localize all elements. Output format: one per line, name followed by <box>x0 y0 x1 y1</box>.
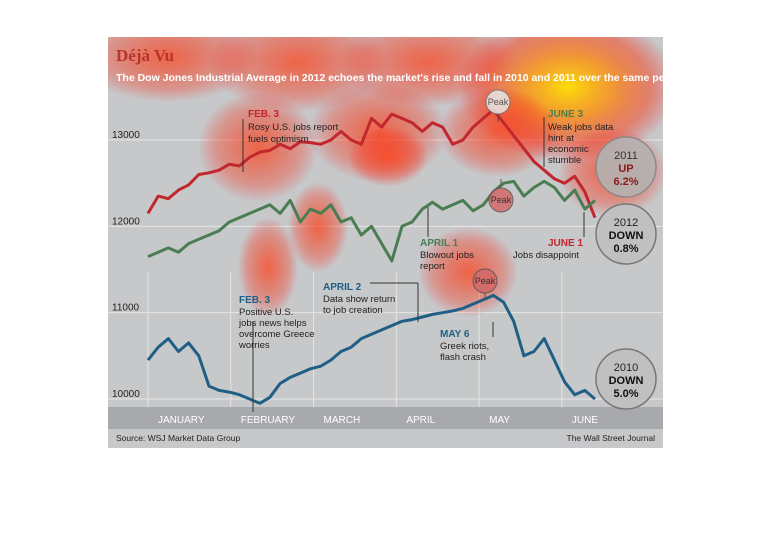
annotation-text: Data show return <box>323 294 395 305</box>
annotation-text: Positive U.S. <box>239 307 293 318</box>
annotation-date: APRIL 2 <box>323 282 362 293</box>
peak-marker-2011: Peak <box>488 179 514 213</box>
y-tick-label: 11000 <box>112 303 140 314</box>
annotation-june1-2012: JUNE 1 Jobs disappoint <box>513 212 585 261</box>
badge-percent: 6.2% <box>613 176 638 188</box>
badge-percent: 0.8% <box>613 243 638 255</box>
annotation-text: hint at <box>548 133 574 144</box>
annotation-feb3-2010: FEB. 3 Positive U.S. jobs news helps ove… <box>238 295 315 412</box>
badge-direction: UP <box>618 163 633 175</box>
badge-2012: 2012 DOWN 0.8% <box>595 203 657 265</box>
annotation-text: stumble <box>548 155 581 166</box>
y-tick-label: 10000 <box>112 389 140 400</box>
peak-label: Peak <box>488 97 509 107</box>
x-tick-label: APRIL <box>406 415 435 426</box>
annotation-may6-2010: MAY 6 Greek riots, flash crash <box>440 322 494 363</box>
annotation-text: fuels optimism <box>248 134 309 145</box>
annotation-text: Rosy U.S. jobs report <box>248 122 339 133</box>
badge-direction: DOWN <box>609 375 644 387</box>
badge-year: 2010 <box>614 362 638 374</box>
annotation-june3-2011: JUNE 3 Weak jobs data hint at economic s… <box>543 109 614 167</box>
badge-direction: DOWN <box>609 230 644 242</box>
peak-label: Peak <box>491 195 512 205</box>
peak-label: Peak <box>475 276 496 286</box>
annotation-april1-2011: APRIL 1 Blowout jobs report <box>420 207 474 272</box>
annotation-text: Greek riots, <box>440 341 489 352</box>
annotation-date: APRIL 1 <box>420 238 459 249</box>
chart-svg: JANUARY FEBRUARY MARCH APRIL MAY JUNE 13000 12… <box>108 37 663 448</box>
annotation-april2-2010: APRIL 2 Data show return to job creation <box>323 282 419 322</box>
annotation-date: FEB. 3 <box>248 109 280 120</box>
series-line-2011 <box>147 179 596 263</box>
x-tick-label: JANUARY <box>158 415 205 426</box>
annotation-text: overcome Greece <box>239 329 315 340</box>
chart-title: Déjà Vu <box>116 46 174 65</box>
y-tick-labels: 13000 12000 11000 10000 <box>112 130 140 400</box>
badge-year: 2012 <box>614 217 638 229</box>
annotation-text: jobs news helps <box>238 318 307 329</box>
annotation-text: to job creation <box>323 305 383 316</box>
x-tick-label: JUNE <box>572 415 598 426</box>
annotation-text: Blowout jobs <box>420 250 474 261</box>
annotation-text: economic <box>548 144 589 155</box>
annotation-date: JUNE 3 <box>548 109 583 120</box>
annotation-text: worries <box>238 340 270 351</box>
series-line-2010 <box>146 293 596 405</box>
badge-year: 2011 <box>614 150 638 162</box>
peak-marker-2010: Peak <box>472 268 498 300</box>
chart-subtitle: The Dow Jones Industrial Average in 2012… <box>116 72 663 84</box>
annotation-date: JUNE 1 <box>548 238 583 249</box>
annotation-date: FEB. 3 <box>239 295 271 306</box>
x-tick-label: MARCH <box>324 415 361 426</box>
y-tick-label: 13000 <box>112 130 140 141</box>
series-lines <box>146 108 597 405</box>
badge-2011: 2011 UP 6.2% <box>595 136 657 198</box>
y-tick-label: 12000 <box>112 216 140 227</box>
x-axis-band <box>108 407 663 429</box>
credit-note: The Wall Street Journal <box>567 433 656 443</box>
badge-2010: 2010 DOWN 5.0% <box>595 348 657 410</box>
badge-percent: 5.0% <box>613 388 638 400</box>
source-note: Source: WSJ Market Data Group <box>116 433 241 443</box>
annotation-date: MAY 6 <box>440 329 470 340</box>
annotation-text: Weak jobs data <box>548 122 614 133</box>
annotation-text: Jobs disappoint <box>513 250 579 261</box>
annotation-feb3-2012: FEB. 3 Rosy U.S. jobs report fuels optim… <box>242 109 339 172</box>
x-tick-label: FEBRUARY <box>241 415 296 426</box>
x-tick-label: MAY <box>489 415 510 426</box>
chart-figure: JANUARY FEBRUARY MARCH APRIL MAY JUNE 13000 12… <box>108 37 663 448</box>
annotation-text: flash crash <box>440 352 486 363</box>
series-line-2012 <box>146 108 597 219</box>
peak-marker-2012: Peak <box>485 89 511 122</box>
annotation-text: report <box>420 261 445 272</box>
x-tick-labels: JANUARY FEBRUARY MARCH APRIL MAY JUNE <box>158 415 598 426</box>
